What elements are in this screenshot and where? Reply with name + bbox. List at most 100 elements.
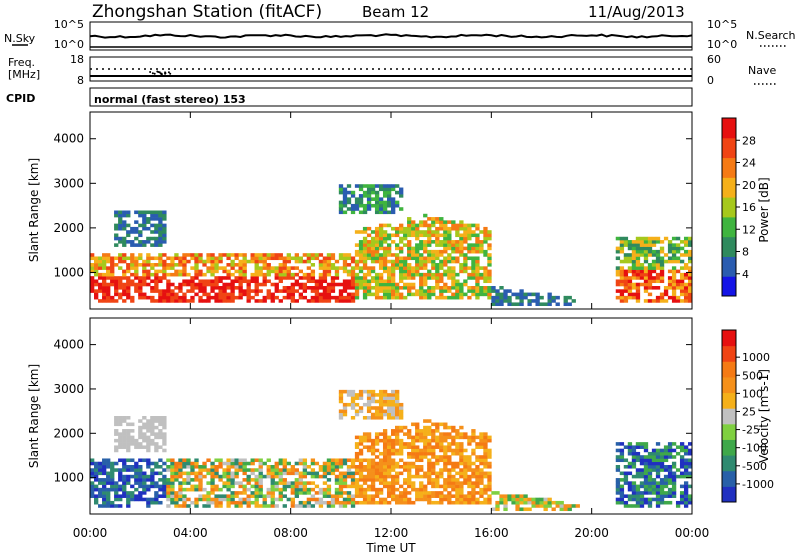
heatmap-cell: [487, 233, 492, 238]
heatmap-cell: [118, 223, 123, 228]
heatmap-cell: [118, 438, 123, 443]
heatmap-cell: [126, 256, 131, 261]
heatmap-cell: [623, 465, 629, 469]
heatmap-cell: [378, 393, 384, 397]
heatmap-cell: [330, 279, 336, 284]
heatmap-cell: [154, 213, 159, 218]
heatmap-cell: [194, 461, 199, 466]
heatmap-cell: [362, 190, 368, 195]
heatmap-cell: [643, 468, 649, 472]
heatmap-cell: [631, 286, 637, 290]
heatmap-cell: [382, 187, 388, 192]
heatmap-cell: [302, 289, 308, 293]
heatmap-cell: [391, 233, 396, 238]
heatmap-cell: [130, 256, 135, 261]
heatmap-cell: [122, 289, 127, 293]
heatmap-cell: [667, 481, 673, 485]
heatmap-cell: [403, 465, 408, 469]
heatmap-cell: [667, 487, 673, 492]
heatmap-cell: [114, 279, 119, 284]
heatmap-cell: [142, 272, 147, 277]
heatmap-cell: [134, 259, 139, 264]
heatmap-cell: [671, 455, 677, 459]
heatmap-cell: [326, 299, 332, 303]
heatmap-cell: [386, 438, 392, 443]
heatmap-cell: [463, 236, 468, 241]
heatmap-cell: [435, 455, 440, 459]
heatmap-cell: [471, 491, 476, 495]
heatmap-cell: [262, 282, 267, 287]
heatmap-cell: [378, 491, 384, 495]
heatmap-cell: [391, 259, 396, 264]
heatmap-cell: [270, 468, 275, 472]
heatmap-cell: [463, 279, 468, 284]
heatmap-cell: [415, 468, 420, 472]
heatmap-cell: [90, 282, 95, 287]
heatmap-cell: [639, 269, 645, 274]
heatmap-cell: [671, 246, 677, 251]
heatmap-cell: [407, 292, 412, 297]
heatmap-cell: [382, 455, 388, 459]
heatmap-cell: [647, 458, 653, 463]
heatmap-cell: [250, 500, 255, 505]
heatmap-cell: [647, 299, 653, 303]
heatmap-cell: [374, 468, 380, 472]
heatmap-cell: [98, 468, 103, 472]
heatmap-cell: [154, 236, 159, 241]
heatmap-cell: [326, 465, 332, 469]
heatmap-cell: [631, 246, 637, 251]
heatmap-cell: [310, 276, 316, 280]
heatmap-cell: [663, 458, 669, 463]
heatmap-cell: [150, 461, 155, 466]
heatmap-cell: [162, 461, 167, 466]
heatmap-cell: [403, 461, 408, 466]
heatmap-cell: [146, 236, 151, 241]
heatmap-cell: [130, 263, 135, 267]
heatmap-cell: [439, 217, 444, 221]
colorbar-tick-label: 500: [742, 369, 763, 382]
heatmap-cell: [443, 246, 448, 251]
heatmap-cell: [459, 471, 464, 476]
colorbar-swatch: [722, 455, 736, 472]
heatmap-cell: [499, 497, 504, 502]
heatmap-cell: [523, 500, 528, 505]
heatmap-cell: [366, 266, 372, 270]
heatmap-cell: [659, 494, 665, 498]
heatmap-cell: [134, 282, 139, 287]
heatmap-cell: [495, 299, 500, 303]
heatmap-cell: [391, 406, 396, 410]
heatmap-cell: [266, 468, 271, 472]
heatmap-cell: [234, 474, 239, 479]
heatmap-cell: [671, 286, 677, 290]
heatmap-cell: [527, 292, 532, 297]
heatmap-cell: [110, 272, 115, 277]
heatmap-cell: [619, 458, 625, 463]
heatmap-cell: [411, 272, 416, 277]
heatmap-cell: [238, 259, 243, 264]
heatmap-cell: [114, 448, 119, 453]
heatmap-cell: [122, 220, 127, 224]
heatmap-cell: [122, 210, 127, 215]
heatmap-cell: [198, 487, 203, 492]
heatmap-cell: [362, 432, 368, 436]
heatmap-cell: [222, 468, 227, 472]
heatmap-cell: [282, 276, 287, 280]
heatmap-cell: [342, 504, 348, 508]
heatmap-cell: [519, 289, 524, 293]
heatmap-cell: [166, 292, 171, 297]
heatmap-cell: [427, 494, 432, 498]
heatmap-cell: [274, 471, 279, 476]
heatmap-cell: [547, 504, 552, 508]
heatmap-cell: [114, 210, 119, 215]
heatmap-cell: [354, 259, 360, 264]
heatmap-cell: [210, 269, 215, 274]
heatmap-cell: [423, 484, 428, 489]
heatmap-cell: [102, 481, 107, 485]
heatmap-cell: [106, 282, 111, 287]
heatmap-cell: [326, 286, 332, 290]
heatmap-cell: [675, 500, 681, 505]
heatmap-cell: [639, 282, 645, 287]
heatmap-cell: [102, 471, 107, 476]
heatmap-cell: [523, 507, 528, 512]
heatmap-cell: [395, 393, 400, 397]
